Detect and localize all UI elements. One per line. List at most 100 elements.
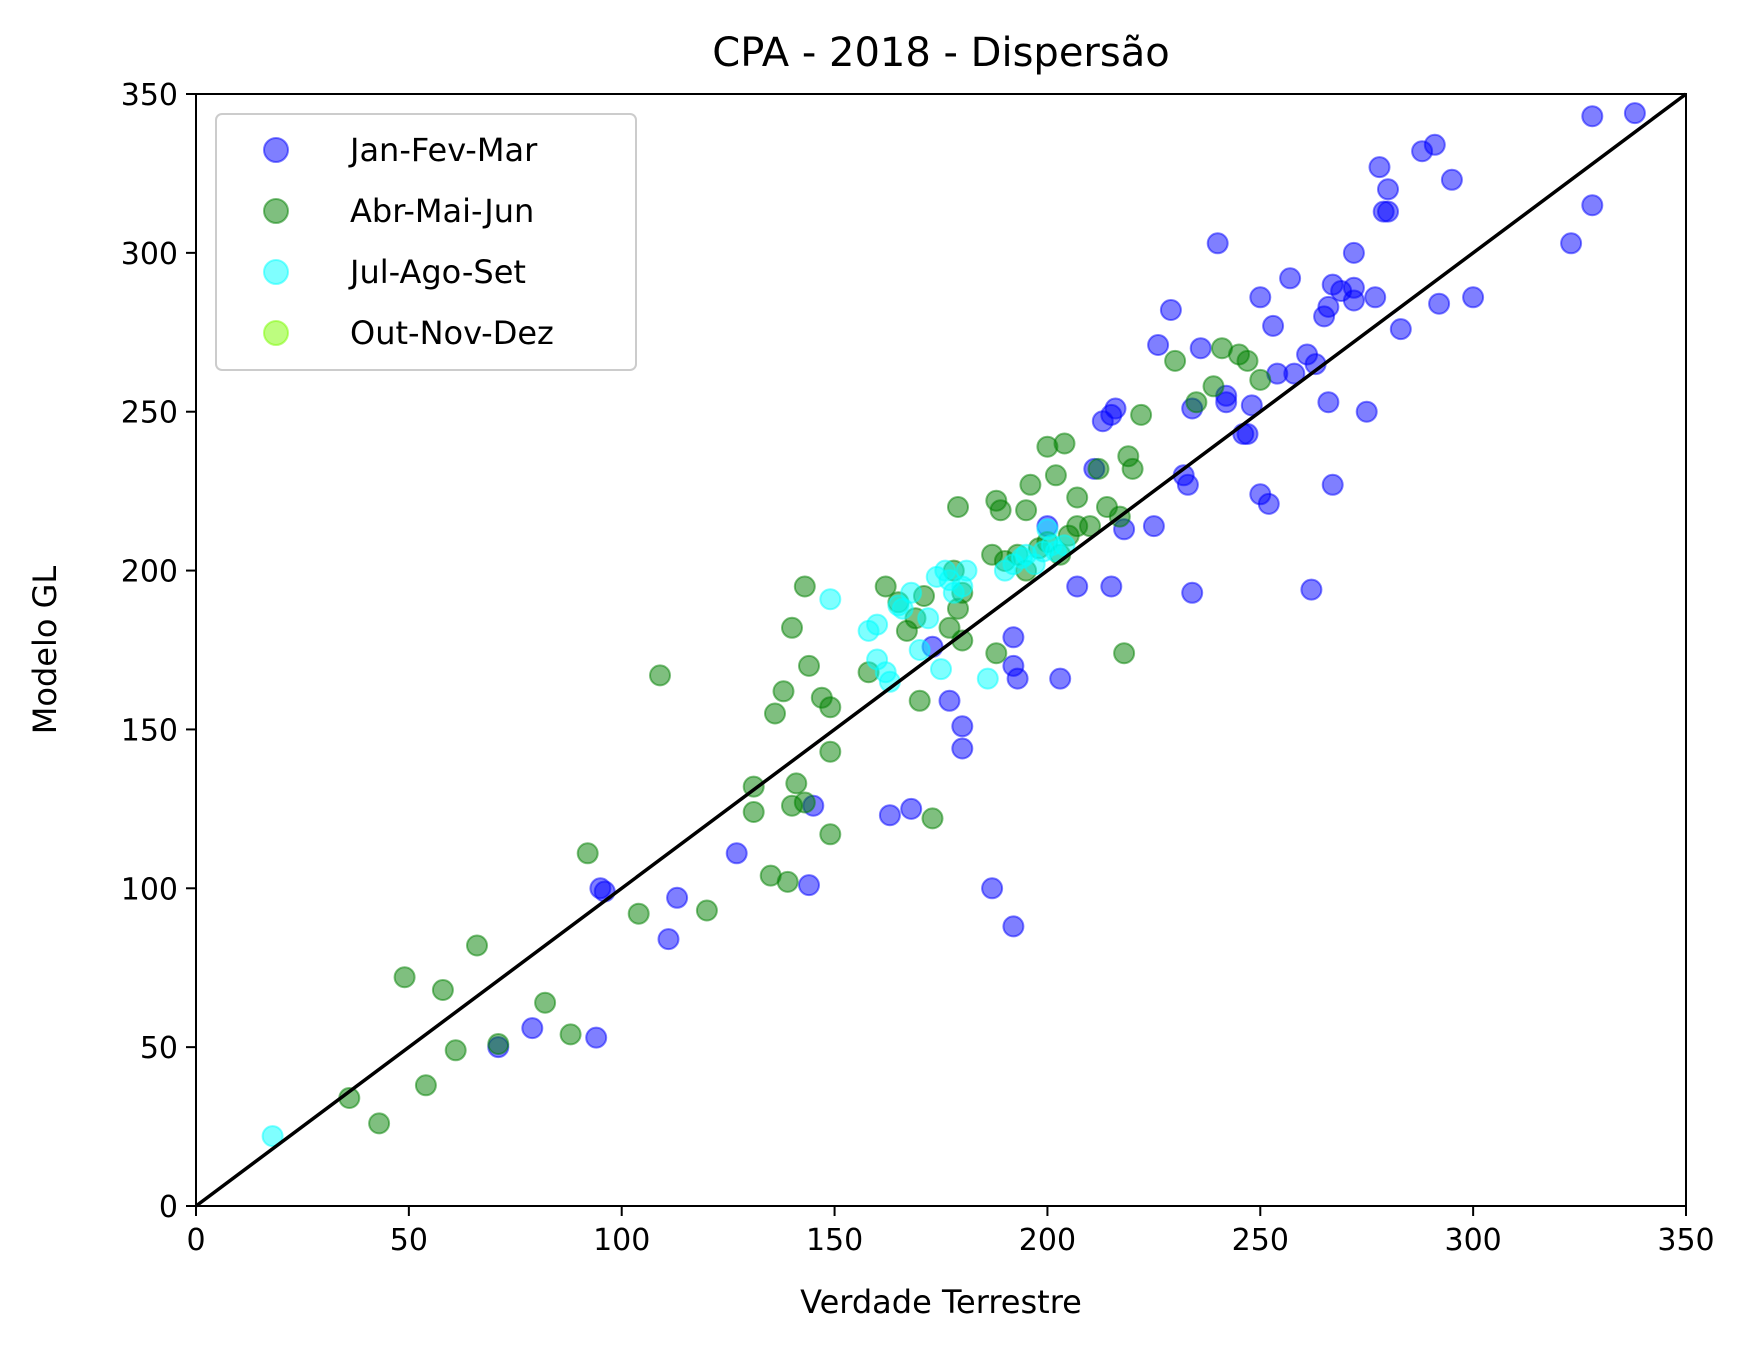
data-point: [666, 886, 689, 909]
data-point: [1262, 314, 1285, 337]
legend-marker: [263, 137, 289, 163]
data-point: [1440, 168, 1463, 191]
data-point: [1317, 391, 1340, 414]
data-point: [1091, 410, 1114, 433]
data-point: [444, 1039, 467, 1062]
data-point: [798, 874, 820, 897]
data-point: [1377, 178, 1399, 201]
identity-line: [194, 92, 1688, 1208]
x-tick-label: 50: [390, 1223, 428, 1258]
y-tick-label: 50: [140, 1031, 178, 1066]
data-point: [1053, 534, 1076, 557]
data-point: [1121, 457, 1144, 480]
data-point: [951, 737, 974, 760]
data-point: [917, 607, 940, 630]
data-point: [1002, 915, 1025, 938]
data-point: [649, 664, 671, 687]
data-point: [819, 696, 842, 719]
data-point: [921, 807, 944, 830]
data-point: [1462, 286, 1485, 309]
x-axis: 0 50 100 150 200 250 300 350: [186, 1206, 1715, 1258]
plot-frame: [195, 93, 1687, 1207]
data-point: [785, 772, 808, 795]
data-point: [1249, 368, 1272, 391]
data-point: [1368, 156, 1391, 179]
x-tick-label: 200: [1019, 1223, 1076, 1258]
data-point: [1249, 286, 1272, 309]
data-point: [1066, 486, 1089, 509]
data-point: [1206, 232, 1229, 255]
y-tick-label: 250: [121, 396, 178, 431]
data-point: [1581, 194, 1604, 217]
data-point: [1087, 457, 1110, 480]
data-point: [414, 1074, 437, 1097]
y-tick-label: 100: [121, 872, 178, 907]
data-point: [900, 797, 923, 820]
data-point: [1389, 318, 1412, 341]
data-point: [1581, 105, 1604, 128]
data-point: [1560, 232, 1583, 255]
data-point: [1044, 464, 1067, 487]
data-point: [1181, 581, 1204, 604]
reference-line-layer: [194, 92, 1688, 1208]
x-tick-label: 300: [1445, 1223, 1502, 1258]
data-point: [657, 928, 680, 951]
data-point: [1159, 299, 1182, 321]
data-point: [1142, 515, 1165, 538]
data-point: [261, 1125, 284, 1148]
data-point: [1164, 349, 1187, 372]
data-point: [1002, 626, 1025, 649]
data-point: [1300, 578, 1323, 601]
data-point: [585, 1026, 608, 1049]
data-point: [1049, 667, 1072, 690]
data-point: [1313, 305, 1336, 328]
data-point: [938, 689, 961, 712]
data-point: [1189, 337, 1212, 360]
data-point: [1215, 391, 1238, 414]
points-layer: [261, 102, 1646, 1148]
data-point: [466, 934, 488, 957]
data-point: [874, 575, 897, 598]
data-point: [857, 619, 880, 642]
x-tick-label: 150: [806, 1223, 863, 1258]
data-point: [1240, 394, 1263, 417]
data-point: [930, 658, 952, 681]
legend-label: Out-Nov-Dez: [350, 314, 554, 352]
data-point: [1411, 140, 1434, 163]
data-point: [1623, 102, 1646, 125]
data-point: [1202, 375, 1225, 398]
data-point: [985, 642, 1008, 665]
data-point: [798, 654, 820, 677]
data-point: [1100, 575, 1123, 598]
data-point: [793, 575, 816, 598]
data-point: [1079, 515, 1101, 538]
data-point: [1279, 267, 1302, 290]
series-2: [261, 518, 1076, 1148]
data-point: [759, 864, 782, 887]
data-point: [1342, 241, 1365, 264]
data-point: [1147, 334, 1170, 356]
data-point: [393, 966, 416, 989]
y-tick-label: 200: [121, 555, 178, 590]
data-point: [764, 702, 786, 725]
data-point: [1015, 499, 1038, 522]
x-tick-label: 250: [1232, 1223, 1289, 1258]
data-point: [819, 588, 842, 611]
data-point: [368, 1112, 391, 1135]
data-point: [908, 689, 931, 712]
legend-marker: [263, 259, 289, 285]
data-point: [976, 667, 999, 690]
data-point: [989, 499, 1012, 522]
data-point: [742, 801, 765, 823]
data-point: [1236, 423, 1259, 445]
data-point: [1236, 349, 1259, 372]
legend-label: Jul-Ago-Set: [348, 253, 526, 291]
data-point: [1355, 400, 1378, 423]
data-point: [891, 597, 914, 620]
data-point: [781, 616, 803, 639]
data-point: [1066, 575, 1089, 598]
legend-label: Abr-Mai-Jun: [350, 192, 534, 230]
data-point: [695, 899, 718, 922]
data-point: [908, 639, 931, 661]
y-tick-label: 350: [121, 78, 178, 113]
